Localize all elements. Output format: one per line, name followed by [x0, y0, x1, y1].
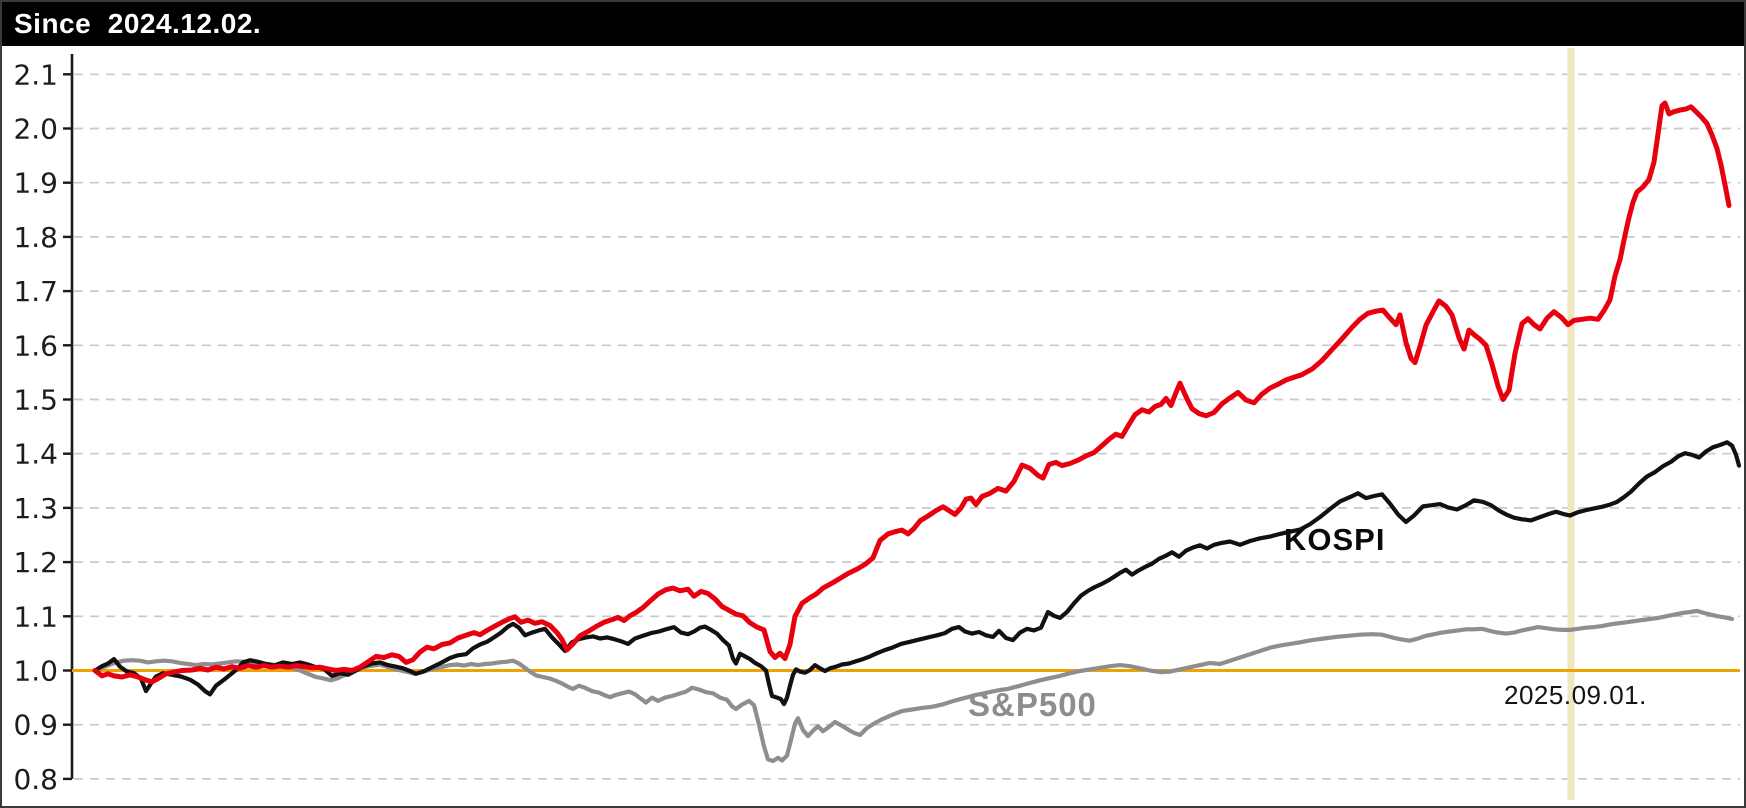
svg-text:1.9: 1.9 — [13, 167, 58, 200]
svg-text:1.6: 1.6 — [13, 329, 58, 362]
sp500-series-label: S&P500 — [968, 686, 1097, 723]
date-annotation-label: 2025.09.01. — [1504, 680, 1647, 710]
svg-text:1.7: 1.7 — [13, 275, 58, 308]
svg-text:1.5: 1.5 — [13, 384, 58, 417]
svg-text:1.4: 1.4 — [13, 438, 58, 471]
chart-title: Since 2024.12.02. — [14, 8, 262, 39]
svg-text:1.2: 1.2 — [13, 546, 58, 579]
svg-text:2.1: 2.1 — [13, 58, 58, 91]
svg-text:0.8: 0.8 — [13, 763, 58, 796]
header-bar: Since 2024.12.02. — [2, 2, 1744, 46]
svg-text:1.1: 1.1 — [13, 600, 58, 633]
svg-text:2.0: 2.0 — [13, 113, 58, 146]
svg-text:0.9: 0.9 — [13, 709, 58, 742]
svg-text:1.3: 1.3 — [13, 492, 58, 525]
kospi-series-label: KOSPI — [1284, 522, 1386, 557]
svg-text:1.8: 1.8 — [13, 221, 58, 254]
svg-text:1.0: 1.0 — [13, 655, 58, 688]
